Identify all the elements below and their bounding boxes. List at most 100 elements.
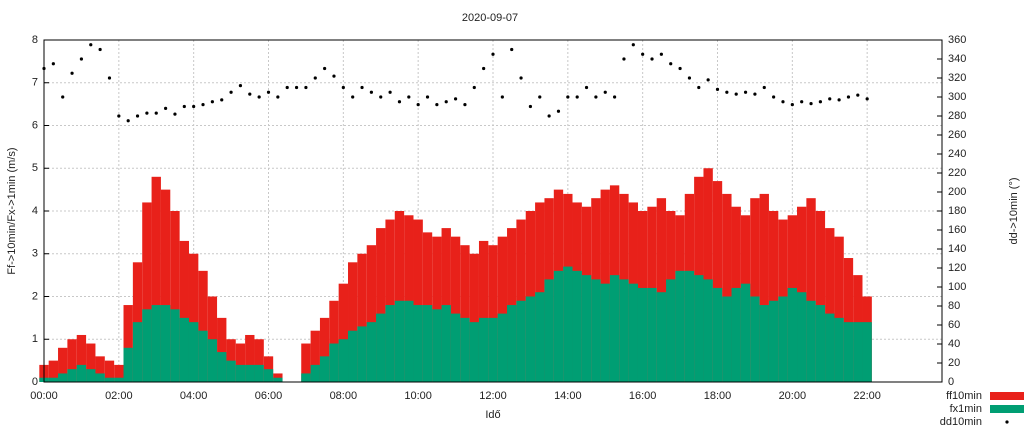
point xyxy=(61,95,65,99)
point xyxy=(79,57,84,61)
point xyxy=(772,95,776,99)
bar xyxy=(806,198,816,382)
bar xyxy=(815,305,826,382)
y2-tick-label: 120 xyxy=(948,262,966,274)
point xyxy=(566,95,570,99)
point xyxy=(828,97,832,101)
bar xyxy=(432,309,442,382)
bar xyxy=(114,377,124,382)
bar xyxy=(235,343,246,382)
bar xyxy=(703,279,713,382)
point xyxy=(351,95,355,99)
bar xyxy=(637,287,648,382)
bar xyxy=(301,373,311,382)
point xyxy=(622,57,626,61)
bar xyxy=(628,283,638,382)
bar xyxy=(469,253,479,382)
legend-swatch xyxy=(990,405,1024,413)
legend-label: ff10min xyxy=(946,390,982,402)
point xyxy=(697,85,701,90)
bar xyxy=(329,343,339,382)
point xyxy=(89,43,93,47)
point xyxy=(294,85,299,90)
bar xyxy=(245,334,255,382)
point xyxy=(145,111,149,115)
point xyxy=(865,97,869,101)
bar xyxy=(694,275,704,382)
x-tick-label: 14:00 xyxy=(554,390,582,402)
point xyxy=(753,92,757,96)
bar xyxy=(160,189,171,382)
bar xyxy=(86,343,96,382)
bar xyxy=(825,228,835,382)
bar xyxy=(497,313,508,382)
point xyxy=(453,97,458,101)
bar xyxy=(348,330,358,382)
point xyxy=(463,103,467,107)
bar xyxy=(226,360,236,382)
y-tick-label: 7 xyxy=(32,77,38,89)
bar xyxy=(338,339,349,382)
y-tick-label: 2 xyxy=(32,290,38,302)
point xyxy=(472,85,476,90)
bar xyxy=(768,300,779,382)
bar xyxy=(104,360,115,382)
bar xyxy=(48,377,59,382)
bar xyxy=(179,240,189,382)
bar xyxy=(151,176,161,382)
bar xyxy=(385,219,395,382)
bar xyxy=(76,364,87,382)
bar xyxy=(656,292,667,382)
bar xyxy=(254,339,264,382)
point xyxy=(332,74,336,78)
y-tick-label: 3 xyxy=(32,248,38,260)
bar xyxy=(338,283,349,382)
bar xyxy=(188,253,199,382)
point xyxy=(70,71,74,75)
bar xyxy=(329,300,339,382)
bar xyxy=(843,258,854,382)
point xyxy=(491,52,495,56)
point xyxy=(669,62,673,66)
bar xyxy=(535,292,545,382)
point xyxy=(210,100,214,104)
bar xyxy=(675,270,685,382)
x-tick-label: 02:00 xyxy=(105,390,133,402)
point xyxy=(743,90,748,94)
y-tick-label: 6 xyxy=(32,119,38,131)
point xyxy=(285,85,289,90)
bar xyxy=(413,219,423,382)
point xyxy=(538,95,542,99)
y2-tick-label: 60 xyxy=(948,319,960,331)
bar xyxy=(273,377,283,382)
bar xyxy=(357,326,367,382)
bar xyxy=(67,369,77,382)
bar xyxy=(301,343,311,382)
bar xyxy=(750,296,760,382)
point xyxy=(126,119,130,123)
x-tick-label: 06:00 xyxy=(255,390,283,402)
bar xyxy=(142,309,152,382)
bar xyxy=(357,253,367,382)
bar xyxy=(684,270,695,382)
bar xyxy=(76,334,87,382)
bar xyxy=(235,364,246,382)
y-tick-label: 5 xyxy=(32,162,38,174)
bar xyxy=(366,245,377,382)
bar xyxy=(712,181,723,382)
point xyxy=(257,95,261,99)
point xyxy=(762,85,766,90)
bar xyxy=(731,287,741,382)
point xyxy=(818,100,822,104)
point xyxy=(547,114,551,118)
bar xyxy=(834,236,844,382)
bar xyxy=(778,296,788,382)
bar xyxy=(319,317,330,382)
point xyxy=(369,90,373,94)
point xyxy=(603,90,607,94)
point xyxy=(575,95,579,99)
point xyxy=(276,95,280,99)
point xyxy=(266,90,271,94)
point xyxy=(809,102,813,106)
bar xyxy=(750,198,760,382)
